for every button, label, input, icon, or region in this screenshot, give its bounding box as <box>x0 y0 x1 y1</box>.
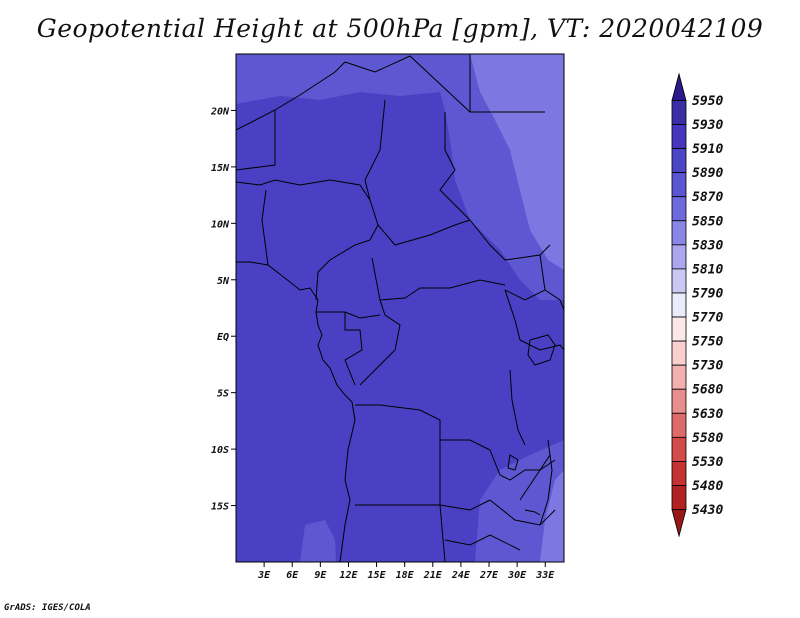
border-drc-angola <box>355 404 491 451</box>
colorbar-top-arrow <box>671 72 687 101</box>
colorbar-label: 5950 <box>692 94 723 109</box>
colorbar-label: 5870 <box>692 190 723 205</box>
border-namibia-botswana <box>439 504 446 562</box>
colorbar-label: 5730 <box>692 359 723 374</box>
colorbar-swatch <box>671 220 687 246</box>
map-frame <box>235 53 565 563</box>
colorbar-swatch <box>671 244 687 270</box>
x-tick-label: 3E <box>257 570 271 581</box>
border-mali-niger <box>236 110 276 171</box>
colorbar-bottom-arrow <box>671 509 687 538</box>
colorbar-swatch <box>671 172 687 198</box>
colorbar-swatch <box>671 100 687 125</box>
x-tick-label: 24E <box>451 570 471 581</box>
colorbar-label: 5530 <box>692 455 723 470</box>
colorbar-swatch <box>671 461 687 486</box>
x-axis: 3E 6E 9E 12E 15E 18E 21E 24E 27E 30E 33E <box>257 562 555 581</box>
border-drc-zambia <box>489 449 551 481</box>
colorbar-label: 5770 <box>692 311 723 326</box>
border-cameroon-gabon <box>316 311 381 319</box>
border-sudan-southsudan <box>469 219 551 261</box>
border-gabon-congo <box>344 312 363 386</box>
border-chad-car <box>377 219 471 246</box>
y-axis: 20N 15N 10N 5N EQ 5S 10S 15S <box>210 106 236 513</box>
lake-kariba <box>507 454 519 471</box>
colorbar-label: 5630 <box>692 407 723 422</box>
colorbar-swatch <box>671 364 687 390</box>
x-tick-label: 30E <box>507 570 527 581</box>
colorbar-label: 5750 <box>692 335 723 350</box>
colorbar-swatch <box>671 316 687 342</box>
y-tick-label: 5S <box>217 389 229 400</box>
x-tick-label: 18E <box>396 570 415 581</box>
colorbar-swatch <box>671 436 687 462</box>
border-kenya-somalia <box>544 289 564 311</box>
y-tick-label: 15N <box>211 163 230 174</box>
border-chad-sudan <box>439 112 471 221</box>
colorbar-label: 5580 <box>692 431 723 446</box>
colorbar-swatch <box>671 124 687 149</box>
field-southwest-band <box>300 520 336 562</box>
y-tick-label: 5N <box>217 276 230 287</box>
height-field <box>236 54 564 562</box>
border-tanzania <box>519 339 564 351</box>
x-tick-label: 21E <box>423 570 443 581</box>
colorbar-label: 5810 <box>692 262 723 277</box>
y-tick-label: 20N <box>210 106 230 117</box>
y-tick-label: 15S <box>211 502 229 513</box>
colorbar-label: 5850 <box>692 214 723 229</box>
colorbar-swatch <box>671 196 687 222</box>
border-algeria-niger <box>236 61 346 131</box>
y-tick-label: 10N <box>211 219 230 230</box>
colorbar-label: 5430 <box>692 503 723 518</box>
colorbar-label: 5830 <box>692 238 723 253</box>
x-tick-label: 33E <box>535 570 555 581</box>
lakes <box>507 334 556 516</box>
colorbar-label: 5480 <box>692 479 723 494</box>
border-mozambique <box>519 459 556 501</box>
y-tick-label: 10S <box>211 445 229 456</box>
border-drc-uganda <box>504 289 521 341</box>
colorbar-label: 5680 <box>692 383 723 398</box>
colorbar-label: 5790 <box>692 286 723 301</box>
border-angola-namibia <box>355 499 491 511</box>
colorbar-swatch <box>671 148 687 174</box>
colorbar-swatch <box>671 412 687 438</box>
field-northeast-light <box>470 54 564 270</box>
x-tick-label: 27E <box>479 570 499 581</box>
coastline-west <box>236 261 356 562</box>
border-lake-tanganyika <box>509 369 526 446</box>
colorbar-label: 5930 <box>692 118 723 133</box>
colorbar-swatch <box>671 340 687 366</box>
x-tick-label: 9E <box>314 570 327 581</box>
border-malawi <box>539 439 553 526</box>
border-zambia-zimbabwe <box>489 499 556 526</box>
country-borders <box>236 54 564 562</box>
border-niger-nigeria <box>236 179 371 201</box>
colorbar: 5950 5930 5910 5890 5870 5850 5830 5810 5790 5770… <box>671 72 723 538</box>
x-tick-label: 12E <box>339 570 358 581</box>
border-southsudan-ethiopia <box>504 254 546 301</box>
footer-credit: GrADS: IGES/COLA <box>4 603 91 613</box>
border-congo-drc <box>359 299 401 386</box>
colorbar-swatch <box>671 268 687 294</box>
colorbar-swatch <box>671 292 687 318</box>
border-south-africa <box>444 534 521 551</box>
x-tick-label: 6E <box>286 570 299 581</box>
chart-title: Geopotential Height at 500hPa [gpm], VT:… <box>36 14 764 43</box>
field-southeast-band <box>475 440 564 562</box>
colorbar-swatch <box>671 388 687 414</box>
lake-victoria <box>527 334 556 366</box>
lake-malawi <box>524 509 541 516</box>
border-libya-niger-chad <box>344 55 471 113</box>
border-benin <box>261 189 269 266</box>
x-tick-label: 15E <box>368 570 387 581</box>
border-niger-chad <box>364 99 386 201</box>
field-southeast-light <box>540 470 564 562</box>
colorbar-label: 5910 <box>692 142 723 157</box>
y-tick-label: EQ <box>217 332 229 343</box>
colorbar-label: 5890 <box>692 166 723 181</box>
colorbar-swatch <box>671 485 687 510</box>
